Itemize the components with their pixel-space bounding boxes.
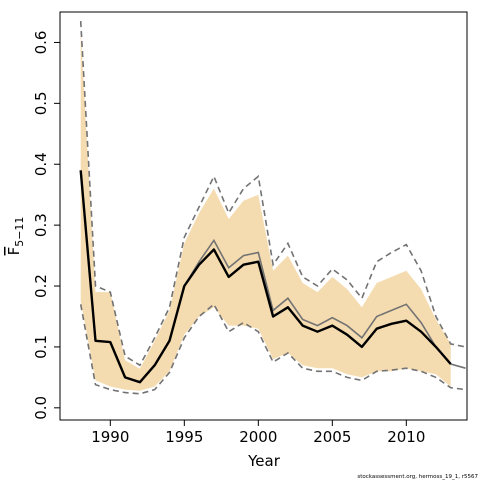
reference-line: [183, 238, 466, 369]
upper-ci-line: [79, 21, 466, 367]
x-tick-label-1995: 1995: [165, 428, 203, 446]
credit-text: stockassessment.org, hermoss_19_1, r5567: [357, 474, 478, 480]
y-axis-title-main: F: [5, 247, 23, 256]
y-tick-label-0: 0.0: [32, 396, 50, 420]
x-axis-title: Year: [247, 452, 281, 470]
x-tick-label-2000: 2000: [239, 428, 277, 446]
y-axis-title: F5−11: [5, 217, 26, 256]
x-tick-label-2005: 2005: [313, 428, 351, 446]
estimate-line: [79, 170, 452, 384]
x-tick-label-2010: 2010: [387, 428, 425, 446]
y-tick-label-6: 0.6: [32, 31, 50, 55]
y-tick-label-5: 0.5: [32, 91, 50, 115]
y-tick-label-4: 0.4: [32, 152, 50, 176]
lower-ci-line: [79, 303, 466, 395]
x-tick-label-1990: 1990: [91, 428, 129, 446]
y-tick-label-1: 0.1: [32, 335, 50, 359]
axes: 1990 1995 2000 2005 2010 0.0 0.1 0.2 0.3 0.4 0.5 0.…: [32, 31, 425, 446]
confidence-band: [80, 30, 451, 391]
y-axis-title-subscript: 5−11: [13, 217, 26, 247]
y-tick-label-2: 0.2: [32, 274, 50, 298]
estimate-line-layer: [79, 170, 452, 384]
y-tick-label-3: 0.3: [32, 213, 50, 237]
reference-line-layer: [183, 238, 466, 369]
ci-dashed-layer: [79, 21, 466, 395]
svg-text:F5−11: F5−11: [5, 217, 26, 256]
plot-frame: [59, 11, 468, 421]
ci-band-layer: [80, 30, 451, 391]
